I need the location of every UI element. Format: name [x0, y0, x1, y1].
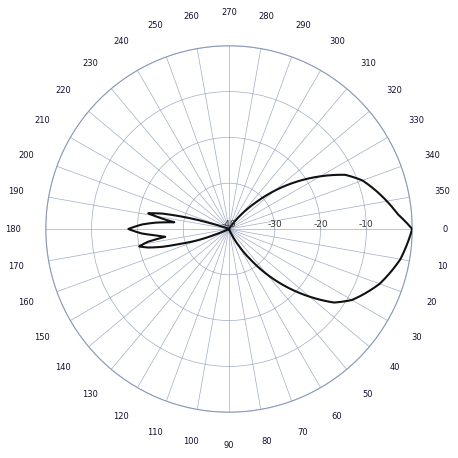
Text: 60: 60: [332, 412, 343, 421]
Text: 200: 200: [18, 151, 34, 159]
Text: 250: 250: [147, 22, 163, 30]
Text: 20: 20: [427, 299, 437, 307]
Text: 300: 300: [329, 37, 345, 46]
Text: 100: 100: [184, 437, 199, 447]
Text: -10: -10: [359, 220, 374, 229]
Text: 80: 80: [261, 437, 272, 447]
Text: 210: 210: [34, 116, 49, 125]
Text: 160: 160: [18, 299, 34, 307]
Text: 340: 340: [424, 151, 440, 159]
Text: 90: 90: [224, 441, 234, 450]
Text: 40: 40: [389, 364, 400, 372]
Text: 270: 270: [221, 8, 237, 17]
Text: 320: 320: [387, 86, 403, 94]
Text: 10: 10: [436, 262, 447, 271]
Text: 30: 30: [411, 333, 421, 342]
Text: 120: 120: [113, 412, 129, 421]
Text: 170: 170: [8, 262, 24, 271]
Text: 50: 50: [363, 390, 373, 399]
Text: 280: 280: [259, 11, 274, 21]
Text: 350: 350: [434, 187, 450, 196]
Text: 220: 220: [55, 86, 71, 94]
Text: 290: 290: [295, 22, 311, 30]
Text: 130: 130: [82, 390, 98, 399]
Text: 310: 310: [360, 59, 376, 68]
Text: -30: -30: [267, 220, 282, 229]
Text: 0: 0: [442, 224, 448, 234]
Text: 240: 240: [113, 37, 129, 46]
Text: 110: 110: [147, 428, 163, 436]
Text: 260: 260: [184, 11, 199, 21]
Text: 70: 70: [298, 428, 308, 436]
Text: 330: 330: [408, 116, 424, 125]
Text: -40: -40: [222, 220, 236, 229]
Text: 230: 230: [82, 59, 98, 68]
Text: 190: 190: [8, 187, 24, 196]
Text: 140: 140: [55, 364, 71, 372]
Text: -20: -20: [313, 220, 328, 229]
Text: 180: 180: [5, 224, 21, 234]
Text: 150: 150: [34, 333, 49, 342]
